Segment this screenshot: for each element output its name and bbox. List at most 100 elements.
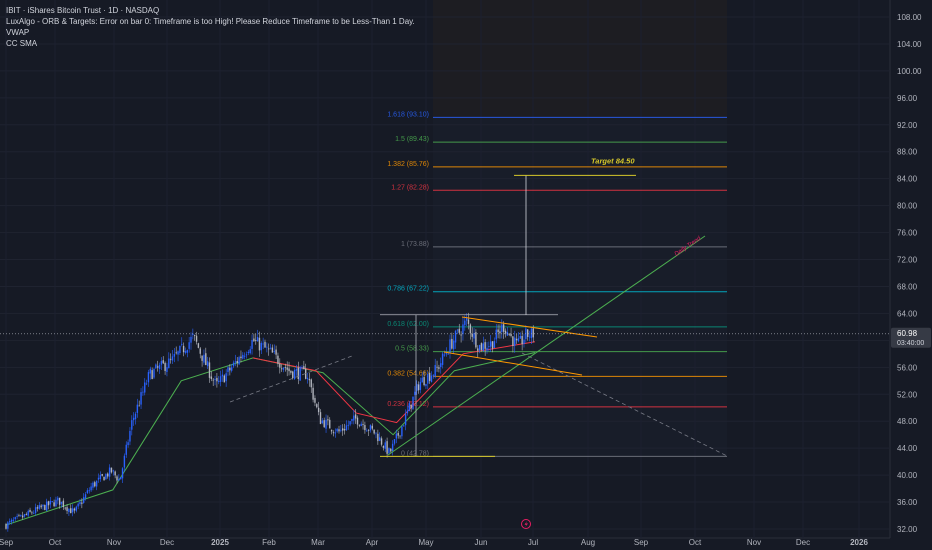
candle-body bbox=[223, 375, 225, 383]
candle-body bbox=[181, 344, 183, 345]
candle-body bbox=[502, 324, 505, 332]
candle-body bbox=[517, 338, 520, 342]
price-tick-label: 108.00 bbox=[897, 13, 922, 22]
candle-body bbox=[414, 391, 416, 395]
candle-body bbox=[255, 340, 257, 341]
candle-body bbox=[401, 426, 403, 437]
lightning-icon bbox=[524, 521, 528, 528]
fib-level-label: 1.618 (93.10) bbox=[387, 111, 429, 118]
price-tick-label: 48.00 bbox=[897, 417, 918, 426]
dashed-projection-right bbox=[521, 352, 728, 457]
candle-body bbox=[38, 505, 40, 509]
candle-body bbox=[447, 353, 449, 355]
candle-body bbox=[107, 473, 109, 477]
candle-body bbox=[160, 361, 163, 365]
candle-body bbox=[103, 476, 105, 481]
candle-body bbox=[282, 367, 285, 370]
fib-level-label: 0.618 (62.00) bbox=[387, 321, 429, 328]
candle-body bbox=[236, 360, 238, 363]
candle-body bbox=[453, 340, 455, 350]
price-axis[interactable]: 108.00 104.00 100.00 96.00 92.00 88.00 84.00 80… bbox=[897, 13, 922, 534]
candle-body bbox=[268, 348, 270, 350]
candle-body bbox=[46, 501, 48, 511]
fib-level-label: 0 (42.78) bbox=[401, 450, 429, 457]
candle-body bbox=[18, 515, 20, 517]
candle-body bbox=[382, 446, 385, 448]
candle-body bbox=[9, 521, 11, 523]
candle-body bbox=[227, 367, 229, 373]
last-price-countdown: 03:40:00 bbox=[897, 340, 924, 347]
candle-body bbox=[512, 336, 514, 346]
time-tick-label: Jun bbox=[475, 538, 488, 547]
time-tick-label: Nov bbox=[107, 538, 121, 547]
symbol-title[interactable]: IBIT · iShares Bitcoin Trust · 1D · NASD… bbox=[6, 6, 160, 15]
candle-body bbox=[188, 342, 190, 349]
candle-body bbox=[79, 502, 81, 505]
candle-body bbox=[40, 505, 42, 508]
candle-body bbox=[530, 328, 533, 339]
candle-body bbox=[205, 353, 207, 366]
candle-body bbox=[384, 442, 386, 449]
candle-body bbox=[329, 419, 331, 429]
candle-body bbox=[118, 478, 120, 481]
candle-body bbox=[403, 425, 405, 427]
candle-body bbox=[410, 404, 412, 409]
candle-body bbox=[251, 340, 253, 349]
candle-body bbox=[218, 380, 220, 383]
candle-body bbox=[134, 413, 137, 420]
candle-body bbox=[16, 516, 18, 518]
candle-body bbox=[369, 425, 372, 431]
price-tick-label: 96.00 bbox=[897, 94, 918, 103]
candle-body bbox=[340, 429, 342, 431]
candle-body bbox=[94, 482, 96, 487]
indicator-luxalgo[interactable]: LuxAlgo - ORB & Targets: Error on bar 0:… bbox=[6, 17, 415, 26]
candle-body bbox=[332, 432, 335, 434]
candle-body bbox=[58, 497, 61, 505]
candle-body bbox=[121, 468, 124, 479]
gridlines bbox=[0, 0, 890, 538]
candle-body bbox=[508, 333, 510, 335]
candle-body bbox=[55, 499, 57, 507]
fib-level-label: 1.27 (82.28) bbox=[391, 184, 429, 191]
candle-body bbox=[458, 328, 460, 333]
indicator-vwap[interactable]: VWAP bbox=[6, 28, 30, 37]
candle-body bbox=[380, 438, 383, 445]
candle-body bbox=[36, 507, 39, 509]
candle-body bbox=[273, 351, 275, 353]
candle-body bbox=[501, 324, 503, 332]
candle-body bbox=[371, 425, 373, 429]
time-tick-label: Feb bbox=[262, 538, 276, 547]
candle-body bbox=[393, 439, 396, 444]
candle-body bbox=[473, 333, 475, 339]
candle-body bbox=[142, 391, 144, 393]
candle-body bbox=[173, 354, 176, 357]
candle-body bbox=[295, 368, 298, 371]
candle-body bbox=[164, 362, 166, 371]
fib-level-label: 0.786 (67.22) bbox=[387, 286, 429, 293]
time-axis[interactable]: Sep Oct Nov Dec 2025 Feb Mar Apr May Jun Jul Aug Sep… bbox=[0, 538, 868, 547]
candle-body bbox=[386, 441, 388, 454]
candle-body bbox=[129, 430, 131, 442]
candle-body bbox=[336, 428, 338, 432]
candle-body bbox=[190, 336, 192, 343]
time-tick-label: Oct bbox=[49, 538, 62, 547]
candle-body bbox=[262, 343, 264, 345]
candle-body bbox=[240, 356, 242, 359]
candle-body bbox=[21, 515, 24, 518]
candle-body bbox=[269, 347, 272, 349]
candle-body bbox=[360, 423, 362, 427]
time-tick-label: Sep bbox=[0, 538, 14, 547]
candle-body bbox=[490, 341, 492, 347]
candle-body bbox=[528, 336, 531, 338]
candle-body bbox=[105, 474, 107, 480]
candle-body bbox=[162, 360, 164, 364]
candle-body bbox=[101, 474, 103, 476]
indicator-cc-sma[interactable]: CC SMA bbox=[6, 39, 38, 48]
candle-body bbox=[523, 339, 525, 344]
price-tick-label: 84.00 bbox=[897, 175, 918, 184]
candle-body bbox=[12, 519, 15, 521]
candle-body bbox=[445, 353, 447, 355]
candle-body bbox=[521, 335, 523, 345]
time-tick-label: Apr bbox=[366, 538, 379, 547]
